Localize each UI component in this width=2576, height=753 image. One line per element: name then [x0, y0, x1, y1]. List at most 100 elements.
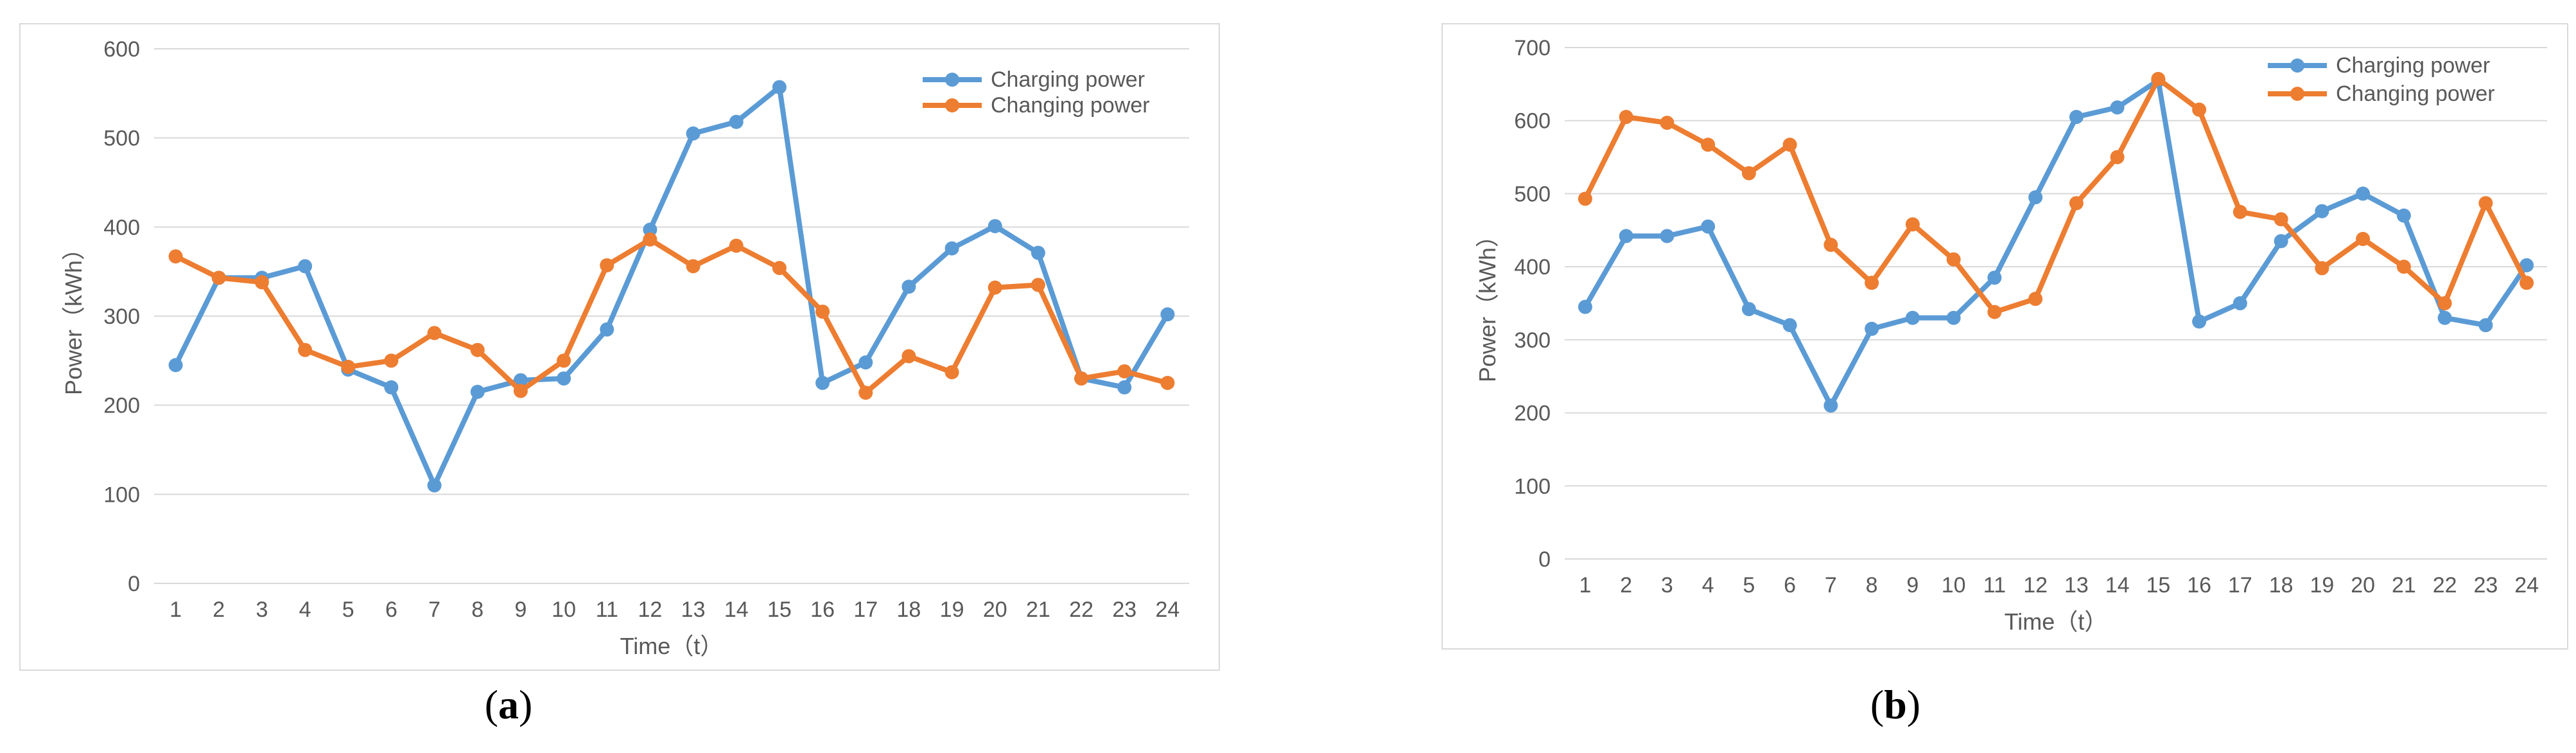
chart-b-data-point [2192, 102, 2207, 117]
chart-a-x-tick-label: 7 [428, 598, 440, 622]
chart-a-data-point [729, 114, 744, 129]
chart-a-x-tick-label: 2 [213, 598, 225, 622]
chart-b-data-point [2315, 204, 2329, 218]
chart-panel-b: 0 100 200 300 400 500 600 700 1 2 3 4 5 6 7 8 9 10 11 12 13 1… [1441, 23, 2568, 650]
chart-a-x-tick-label: 16 [810, 598, 835, 622]
chart-b-data-point [1782, 137, 1797, 152]
chart-b-x-tick-label: 21 [2392, 573, 2416, 598]
chart-b-data-point [2437, 296, 2452, 310]
chart-b-data-point [1823, 238, 1838, 252]
chart-b-data-point [2232, 204, 2247, 219]
chart-b-x-tick-label: 12 [2023, 573, 2048, 598]
chart-a-legend-label: Changing power [991, 93, 1150, 118]
chart-a-x-tick-label: 1 [170, 598, 182, 622]
chart-a-x-tick-label: 14 [724, 598, 749, 622]
chart-b-data-point [2396, 208, 2411, 223]
chart-a-data-point [470, 384, 485, 399]
chart-a-x-tick-label: 12 [638, 598, 663, 622]
chart-b-y-tick-label: 300 [1514, 328, 1551, 353]
chart-b-data-point [2192, 314, 2207, 329]
chart-a-legend-marker [945, 98, 959, 112]
chart-a-data-point [298, 342, 313, 357]
chart-b-data-point [2028, 292, 2043, 306]
chart-b-data-point [1823, 398, 1838, 413]
chart-a-data-point [1160, 376, 1175, 390]
chart-a-data-point [557, 353, 571, 368]
chart-b-data-point [1782, 318, 1797, 333]
chart-b-data-point [1578, 191, 1592, 206]
chart-b-x-tick-label: 8 [1866, 573, 1878, 598]
chart-a-series-line [174, 236, 1169, 396]
chart-b-data-point [2151, 71, 2166, 86]
chart-a-data-point [858, 355, 873, 370]
chart-b-series-line [1583, 78, 2529, 409]
chart-b-data-point [2110, 100, 2125, 115]
chart-b-y-tick-label: 500 [1514, 182, 1551, 206]
caption-b: (b) [1870, 682, 1921, 727]
chart-b-data-point [2356, 231, 2371, 246]
chart-a-data-point [643, 232, 657, 247]
chart-b-x-tick-label: 20 [2351, 573, 2375, 598]
chart-b-y-tick-label: 700 [1514, 36, 1551, 60]
chart-b-y-tick-label: 100 [1514, 474, 1551, 499]
chart-a-x-tick-label: 11 [596, 598, 618, 622]
chart-a-data-point [1117, 380, 1132, 394]
chart-a-x-tick-label: 19 [940, 598, 964, 622]
chart-b-x-tick-label: 15 [2146, 573, 2170, 598]
chart-b-y-tick-label: 600 [1514, 109, 1551, 134]
chart-a-data-point [643, 222, 657, 237]
chart-b-data-point [2478, 196, 2493, 211]
chart-a-data-point [686, 126, 701, 141]
chart-a-data-point [1031, 278, 1045, 292]
chart-b-data-point [1660, 116, 1675, 130]
chart-a-data-point [470, 342, 485, 357]
chart-b-x-tick-label: 7 [1825, 573, 1837, 598]
chart-a-data-point [944, 365, 959, 380]
chart-a-x-tick-label: 22 [1069, 598, 1093, 622]
chart-b-data-point [1619, 110, 1633, 125]
chart-b-data-point [2315, 261, 2329, 276]
chart-a-data-point [772, 261, 787, 276]
chart-b-legend-marker [2290, 87, 2304, 101]
chart-a-data-point [729, 238, 744, 253]
chart-b-y-tick-label: 200 [1514, 402, 1551, 426]
chart-b-data-point [2028, 190, 2043, 205]
chart-a-data-point [772, 80, 787, 94]
chart-b-y-tick-label: 0 [1538, 547, 1551, 572]
chart-a-data-point [341, 360, 356, 375]
chart-b-data-point [1865, 321, 1879, 336]
chart-a-y-axis-title: Power（kWh） [60, 237, 87, 395]
chart-b-x-tick-label: 5 [1743, 573, 1755, 598]
chart-a-data-point [944, 241, 959, 256]
chart-b-x-tick-label: 22 [2433, 573, 2457, 598]
chart-b-data-point [2069, 110, 2084, 125]
chart-b-data-point [1905, 217, 1920, 232]
chart-b-x-tick-label: 17 [2228, 573, 2252, 598]
chart-a-legend-marker [945, 73, 959, 87]
caption-a: (a) [484, 682, 533, 727]
chart-a-x-tick-label: 24 [1156, 598, 1180, 622]
chart-b-x-tick-label: 18 [2269, 573, 2293, 598]
chart-b-x-tick-label: 11 [1983, 573, 2006, 598]
chart-a-data-point [557, 371, 571, 386]
chart-b-data-point [1701, 219, 1716, 234]
chart-a-y-tick-label: 0 [128, 572, 140, 596]
chart-a-data-point [384, 380, 399, 394]
chart-a-data-point [600, 258, 614, 272]
chart-b-y-axis-title: Power（kWh） [1474, 224, 1501, 382]
chart-b-data-point [1946, 252, 1961, 267]
chart-a-x-tick-label: 9 [514, 598, 527, 622]
chart-a-y-tick-label: 100 [103, 483, 140, 507]
chart-a-x-tick-label: 23 [1112, 598, 1136, 622]
chart-b-x-tick-label: 16 [2187, 573, 2211, 598]
chart-a-data-point [384, 353, 399, 368]
chart-b-data-point [2396, 260, 2411, 274]
chart-b-x-tick-label: 6 [1784, 573, 1796, 598]
chart-b-legend-label: Changing power [2336, 82, 2495, 106]
chart-a-y-tick-label: 300 [103, 305, 140, 329]
chart-a-y-tick-label: 500 [103, 127, 140, 151]
chart-b-x-tick-label: 1 [1579, 573, 1591, 598]
chart-b-data-point [2110, 150, 2125, 164]
chart-a-x-tick-label: 4 [299, 598, 311, 622]
